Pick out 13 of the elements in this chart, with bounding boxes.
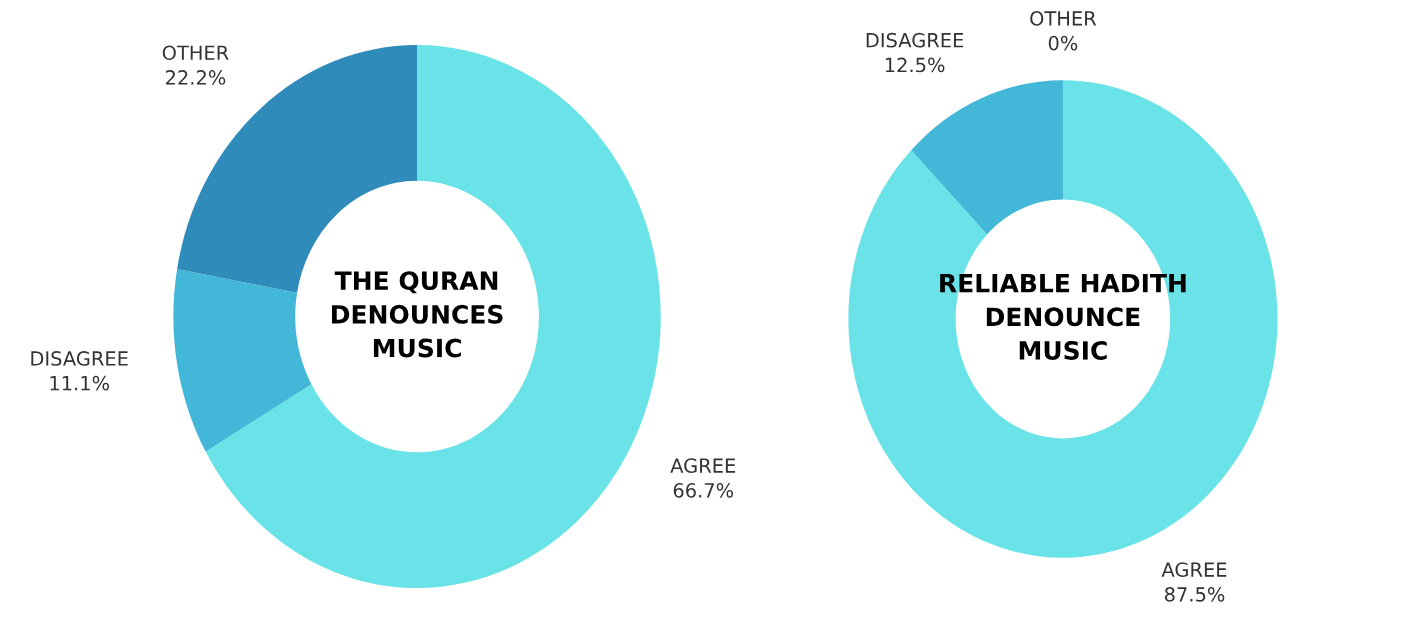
text: 0% bbox=[1048, 35, 1078, 51]
slice-label: DISAGREE bbox=[31, 351, 128, 366]
data-label: 11.1% bbox=[50, 375, 110, 391]
data-label: 87.5% bbox=[1164, 587, 1225, 602]
category-label: OTHER bbox=[1030, 11, 1097, 26]
data-label: 22.2% bbox=[165, 70, 226, 85]
text: THE QURAN DENOUNCES MUSIC bbox=[332, 271, 503, 358]
slice-label: DISAGREE bbox=[866, 32, 964, 48]
slice-label: AGREE bbox=[1161, 562, 1227, 577]
slice-label: OTHER bbox=[162, 45, 229, 61]
slice-label: AGREE bbox=[670, 458, 736, 473]
data-label: 12.5% bbox=[885, 57, 945, 73]
data-label: 66.7% bbox=[673, 483, 734, 498]
